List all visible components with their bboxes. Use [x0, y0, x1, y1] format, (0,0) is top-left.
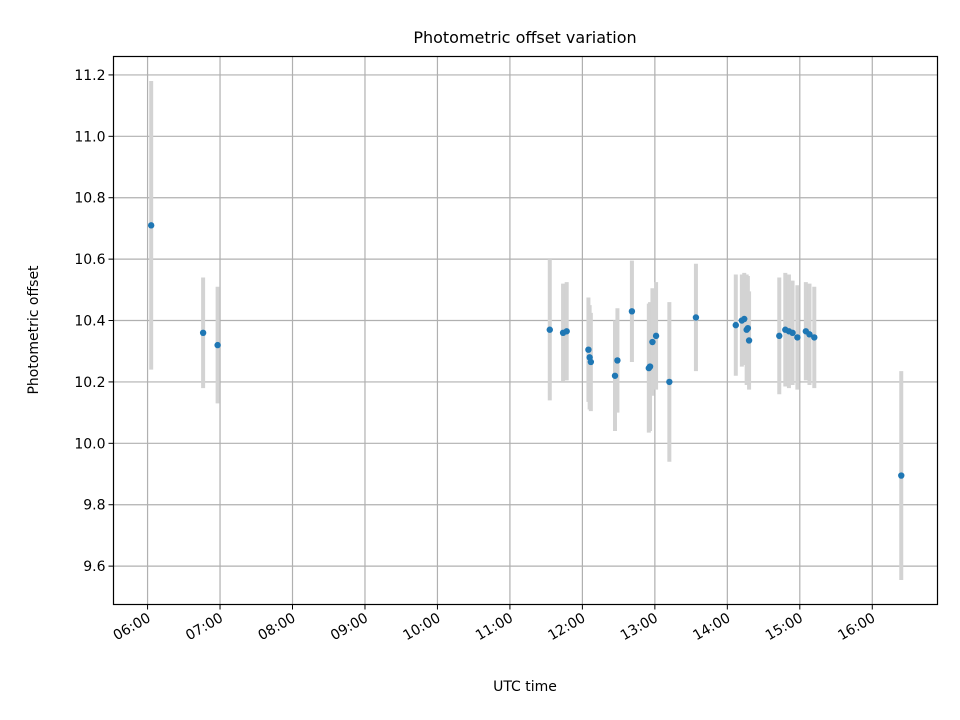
data-point	[776, 332, 783, 340]
x-tick-label: 16:00	[835, 610, 878, 644]
y-tick-label: 10.8	[74, 191, 105, 207]
chart-title: Photometric offset variation	[413, 28, 636, 47]
data-point	[732, 321, 739, 329]
x-tick-label: 11:00	[473, 610, 516, 644]
data-point	[692, 314, 700, 321]
y-axis-label: Photometric offset	[26, 265, 42, 395]
grid-layer	[113, 56, 938, 605]
data-point	[789, 329, 796, 337]
y-tick-label: 11.2	[74, 68, 105, 84]
y-tick-label: 9.8	[83, 498, 105, 514]
y-tick-label: 11.0	[74, 129, 105, 145]
x-tick-label: 15:00	[763, 610, 806, 644]
data-point	[744, 324, 752, 332]
x-tick-label: 06:00	[111, 610, 154, 644]
data-point	[563, 328, 570, 335]
y-tick-label: 10.2	[74, 375, 105, 391]
x-tick-label: 08:00	[256, 610, 299, 644]
y-tick-label: 10.0	[74, 436, 105, 452]
data-point	[628, 308, 636, 315]
x-tick-label: 09:00	[328, 610, 371, 644]
data-point	[585, 346, 592, 353]
data-point	[199, 329, 207, 337]
data-point	[794, 334, 801, 341]
plot-frame	[112, 55, 939, 606]
y-tick-label: 10.4	[74, 314, 105, 330]
data-point	[806, 331, 813, 338]
x-tick-label: 10:00	[400, 610, 443, 644]
y-tick-label: 9.6	[83, 559, 105, 575]
x-tick-label: 14:00	[690, 610, 733, 644]
data-point	[745, 337, 753, 344]
data-point	[646, 363, 654, 370]
x-tick-label: 07:00	[183, 610, 226, 644]
x-axis-label: UTC time	[493, 679, 557, 695]
data-point	[147, 222, 155, 229]
y-tick-label: 10.6	[74, 252, 105, 268]
x-tick-label: 12:00	[545, 610, 588, 644]
data-point	[587, 358, 595, 366]
data-point	[611, 372, 619, 379]
data-point	[652, 332, 660, 340]
data-point	[898, 472, 905, 479]
tick-layer: 06:00 07:00 08:00 09:00 10:00 11:00 12:00 13:00…	[74, 68, 878, 644]
data-point	[649, 338, 656, 346]
data-point	[741, 315, 748, 323]
data-point	[666, 378, 673, 386]
point-layer	[147, 222, 905, 479]
data-point	[811, 334, 818, 341]
data-point	[214, 341, 221, 349]
x-tick-label: 13:00	[618, 610, 661, 644]
data-point	[546, 326, 553, 333]
data-point	[614, 357, 621, 364]
